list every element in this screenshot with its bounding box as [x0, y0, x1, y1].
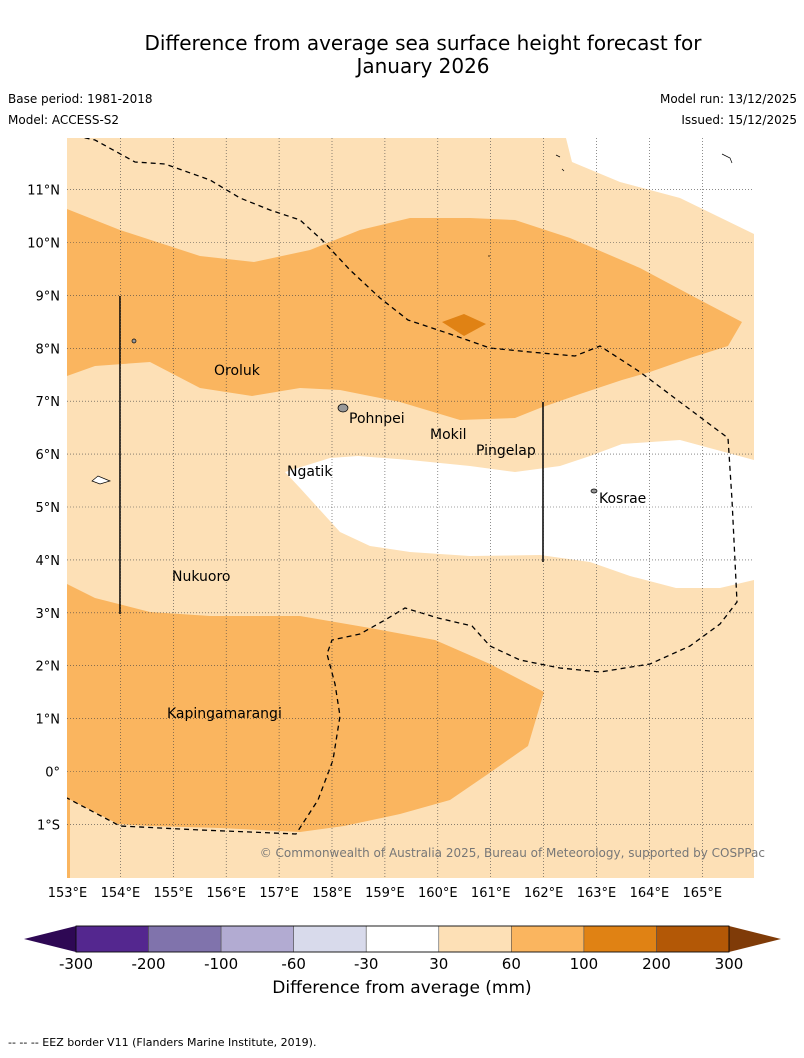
band-100-200-patch	[442, 314, 486, 336]
title-line-2: January 2026	[356, 54, 490, 78]
colorbar-swatch	[511, 925, 585, 953]
model-run: Model run: 13/12/2025	[659, 92, 797, 106]
chart-title: Difference from average sea surface heig…	[0, 32, 804, 78]
band-60-100-north	[67, 209, 742, 420]
place-label: Ngatik	[287, 464, 333, 480]
lon-tick-label: 158°E	[312, 886, 352, 901]
colorbar-swatch	[220, 925, 294, 953]
eez-legend: -- -- -- EEZ border V11 (Flanders Marine…	[8, 1036, 317, 1049]
lon-tick-label: 155°E	[154, 886, 194, 901]
colorbar-swatch	[75, 925, 149, 953]
lat-tick-label: 1°N	[36, 713, 61, 728]
place-label: Nukuoro	[172, 569, 230, 585]
colorbar-extend-high	[729, 926, 781, 952]
place-label: Pingelap	[476, 443, 536, 459]
lat-tick-label: 10°N	[27, 237, 60, 252]
region-below-30-north	[566, 138, 754, 234]
lon-tick-label: 165°E	[683, 886, 723, 901]
latitude-labels: 11°N 10°N 9°N 8°N 7°N 6°N 5°N 4°N 3°N 2°N 1°N 0° 1°S	[27, 184, 60, 834]
title-line-1: Difference from average sea surface heig…	[144, 31, 702, 55]
place-label: Kosrae	[599, 491, 646, 507]
map-area	[67, 138, 754, 878]
place-label: Mokil	[430, 427, 467, 443]
colorbar-tick-label: -30	[354, 955, 379, 973]
region-below-30-central	[285, 440, 754, 588]
colorbar-swatch	[438, 925, 512, 953]
lat-tick-label: 9°N	[36, 289, 61, 304]
lon-tick-label: 156°E	[206, 886, 246, 901]
lon-tick-label: 153°E	[48, 886, 88, 901]
lon-tick-label: 159°E	[365, 886, 405, 901]
place-label: Oroluk	[214, 363, 261, 379]
band-60-100-south	[67, 584, 544, 878]
colorbar-tick-label: 200	[642, 955, 671, 973]
lon-tick-label: 164°E	[630, 886, 670, 901]
lat-tick-label: 2°N	[36, 660, 61, 675]
lat-tick-label: 4°N	[36, 554, 61, 569]
longitude-labels: 153°E 154°E 155°E 156°E 157°E 158°E 159°E 160°E…	[48, 886, 722, 901]
lat-tick-label: 1°S	[37, 818, 60, 833]
lon-tick-label: 161°E	[471, 886, 511, 901]
copyright-notice: © Commonwealth of Australia 2025, Bureau…	[260, 846, 765, 860]
colorbar-tick-label: -60	[281, 955, 306, 973]
base-period: Base period: 1981-2018	[8, 92, 153, 106]
lat-tick-label: 5°N	[36, 501, 61, 516]
colorbar-tick-label: -100	[204, 955, 238, 973]
western-atoll	[91, 475, 112, 485]
colorbar-swatch	[293, 925, 367, 953]
lat-tick-label: 7°N	[36, 395, 61, 410]
oroluk-atoll	[131, 338, 137, 344]
lon-tick-label: 163°E	[577, 886, 617, 901]
place-label: Pohnpei	[349, 411, 405, 427]
kosrae-island	[590, 488, 598, 494]
place-label: Kapingamarangi	[167, 706, 282, 722]
lat-tick-label: 3°N	[36, 607, 61, 622]
lon-tick-label: 157°E	[259, 886, 299, 901]
colorbar-swatch	[148, 925, 222, 953]
issued-date: Issued: 15/12/2025	[681, 113, 797, 127]
colorbar-tick-label: 60	[502, 955, 521, 973]
lon-tick-label: 160°E	[418, 886, 458, 901]
lon-tick-label: 154°E	[101, 886, 141, 901]
lat-tick-label: 8°N	[36, 342, 61, 357]
eez-border	[67, 138, 738, 835]
lat-tick-label: 6°N	[36, 448, 61, 463]
gridlines	[67, 138, 754, 878]
model-name: Model: ACCESS-S2	[8, 113, 120, 127]
colorbar-tick-label: 30	[429, 955, 448, 973]
colorbar-tick-label: -300	[59, 955, 93, 973]
lat-tick-label: 11°N	[27, 184, 60, 199]
colorbar: -300 -200 -100 -60 -30 30 60 100 200 300	[24, 925, 781, 973]
colorbar-title: Difference from average (mm)	[272, 978, 532, 998]
lat-tick-label: 0°	[45, 766, 60, 781]
colorbar-swatch	[365, 925, 440, 953]
colorbar-swatch	[656, 925, 730, 953]
colorbar-swatch	[583, 925, 657, 953]
colorbar-tick-label: -200	[132, 955, 166, 973]
colorbar-tick-label: 100	[570, 955, 599, 973]
islands	[91, 153, 733, 494]
pohnpei-island	[337, 403, 349, 413]
colorbar-extend-low	[24, 926, 76, 952]
lon-tick-label: 162°E	[524, 886, 564, 901]
colorbar-tick-label: 300	[715, 955, 744, 973]
place-labels: Oroluk Pohnpei Mokil Pingelap Ngatik Kos…	[167, 363, 646, 722]
